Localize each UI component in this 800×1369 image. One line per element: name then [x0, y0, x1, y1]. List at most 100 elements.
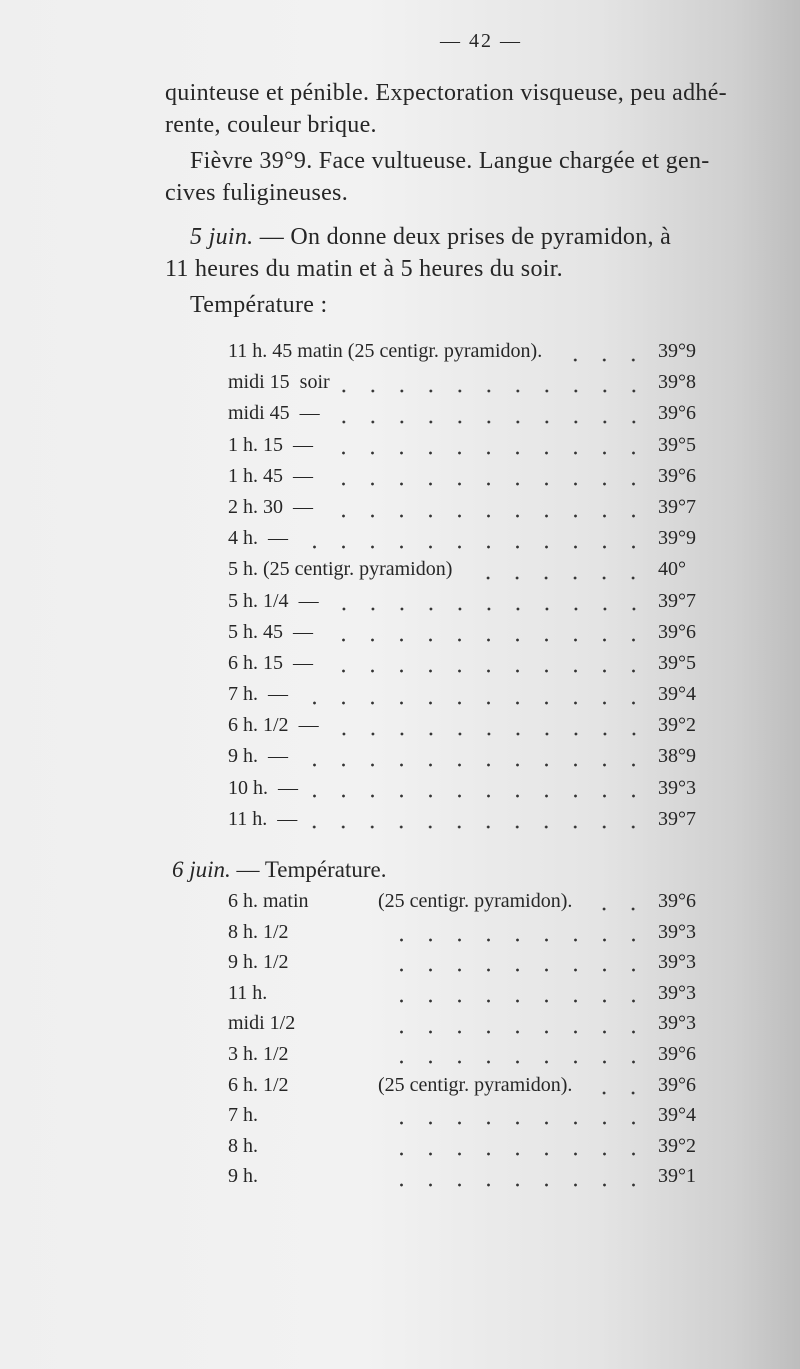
table-row: midi 15 soir 39°8 — [228, 371, 710, 402]
time-cell: 10 h. — [228, 776, 268, 799]
time-cell: 8 h. — [228, 1134, 258, 1157]
table-row: 9 h. 1/2 39°3 — [228, 951, 710, 982]
temperature-value: 39°3 — [658, 776, 696, 799]
time-cell: 9 h. — [228, 745, 258, 768]
dot-leader — [329, 419, 648, 424]
note-cell: — — [293, 495, 313, 518]
temperature-value: 39°5 — [658, 433, 696, 456]
note-cell: — — [268, 527, 288, 550]
table-row: 10 h. — 39°3 — [228, 777, 710, 808]
time-cell: 6 h. 1/2 — [228, 714, 289, 737]
note-cell: — — [293, 620, 313, 643]
note-cell: — — [277, 807, 298, 830]
temperature-table-5-juin: 11 h. 45 matin (25 centigr. pyramidon). 3… — [228, 340, 710, 839]
time-cell: 7 h. — [228, 1104, 258, 1127]
note-cell: soir — [299, 371, 330, 394]
time-cell: midi 15 — [228, 371, 290, 394]
dot-leader — [582, 907, 648, 912]
time-cell: 7 h. — [228, 683, 258, 706]
dot-leader — [307, 825, 648, 830]
temperature-value: 39°6 — [658, 890, 696, 912]
time-cell: 3 h. 1/2 — [228, 1042, 289, 1065]
dot-leader — [328, 607, 648, 612]
dot-leader — [388, 937, 648, 942]
table-row: 6 h. 1/2 — 39°2 — [228, 714, 710, 745]
note-cell: — — [293, 464, 313, 487]
time-cell: 8 h. 1/2 — [228, 920, 289, 943]
temperature-value: 39°9 — [658, 527, 696, 550]
table-row: 4 h. — 39°9 — [228, 527, 710, 558]
temperature-value: 39°3 — [658, 951, 696, 974]
text-line: Fièvre 39°9. Face vultueuse. Langue char… — [190, 148, 710, 174]
note-cell: — — [298, 714, 319, 737]
temperature-value: 40° — [658, 558, 686, 581]
dot-leader — [388, 999, 648, 1004]
dot-leader — [323, 451, 648, 456]
date-label: 5 juin. — [190, 224, 254, 250]
text-line: Température : — [190, 292, 328, 318]
dot-leader — [388, 1152, 648, 1157]
temperature-value: 39°3 — [658, 920, 696, 943]
time-cell: 6 h. matin — [228, 890, 309, 912]
temperature-value: 39°7 — [658, 589, 696, 612]
table-row: 7 h. 39°4 — [228, 1104, 710, 1135]
note-cell: — — [293, 651, 313, 674]
dot-leader — [562, 357, 648, 362]
temperature-value: 39°3 — [658, 981, 696, 1004]
temperature-value: 39°5 — [658, 651, 696, 674]
time-cell: 4 h. — [228, 527, 258, 550]
temperature-value: 39°6 — [658, 1042, 696, 1065]
dot-leader — [339, 388, 648, 393]
dot-leader — [388, 968, 648, 973]
note-cell: (25 centigr. pyramidon). — [378, 890, 573, 912]
dot-leader — [323, 482, 648, 487]
table-row: 2 h. 30 — 39°7 — [228, 496, 710, 527]
time-cell: 1 h. 15 — [228, 433, 283, 456]
time-cell: 6 h. 1/2 — [228, 1073, 289, 1096]
dot-leader — [323, 638, 648, 643]
note-cell: (25 centigr. pyramidon). — [378, 1073, 573, 1096]
temperature-value: 39°8 — [658, 371, 696, 394]
table-row: 11 h. 45 matin (25 centigr. pyramidon). 3… — [228, 340, 710, 371]
table-row: 5 h. 1/4 — 39°7 — [228, 590, 710, 621]
dot-leader — [323, 513, 648, 518]
temperature-value: 39°1 — [658, 1165, 696, 1188]
table-row: 11 h. 39°3 — [228, 982, 710, 1013]
dot-leader — [298, 763, 648, 768]
table-row: 5 h. (25 centigr. pyramidon) 40° — [228, 558, 710, 589]
table-row: 1 h. 45 — 39°6 — [228, 465, 710, 496]
time-cell: 11 h. 45 matin (25 centigr. pyramidon). — [228, 340, 543, 362]
time-cell: 9 h. — [228, 1165, 258, 1188]
note-cell: — — [299, 402, 320, 425]
dot-leader — [582, 1090, 648, 1095]
table-row: 8 h. 39°2 — [228, 1135, 710, 1166]
temperature-value: 39°6 — [658, 402, 696, 425]
time-cell: 9 h. 1/2 — [228, 951, 289, 974]
table-row: 7 h. — 39°4 — [228, 683, 710, 714]
dot-leader — [298, 544, 648, 549]
dot-leader — [328, 731, 648, 736]
note-cell: — — [268, 683, 288, 706]
table-row: 9 h. — 38°9 — [228, 745, 710, 776]
table-row: 1 h. 15 — 39°5 — [228, 434, 710, 465]
temperature-value: 39°4 — [658, 1104, 696, 1127]
time-cell: 5 h. 45 — [228, 620, 283, 643]
table-row: 5 h. 45 — 39°6 — [228, 621, 710, 652]
note-cell: — — [298, 589, 319, 612]
temperature-value: 39°6 — [658, 464, 696, 487]
temperature-value: 39°6 — [658, 1073, 696, 1096]
time-cell: 6 h. 15 — [228, 651, 283, 674]
table-row: midi 1/2 39°3 — [228, 1012, 710, 1043]
time-cell: midi 1/2 — [228, 1012, 296, 1035]
dot-leader — [323, 669, 648, 674]
time-cell: 11 h. — [228, 981, 268, 1004]
table-row: 6 h. matin (25 centigr. pyramidon). 39°6 — [228, 890, 710, 921]
dot-leader — [388, 1060, 648, 1065]
temperature-value: 39°9 — [658, 340, 696, 362]
time-cell: 5 h. (25 centigr. pyramidon) — [228, 558, 453, 581]
text-line: 5 juin. — On donne deux prises de pyrami… — [190, 224, 671, 251]
table-row: 11 h. — 39°7 — [228, 808, 710, 839]
text-line: 11 heures du matin et à 5 heures du soir… — [165, 256, 563, 282]
table-row: 8 h. 1/2 39°3 — [228, 921, 710, 952]
temperature-value: 38°9 — [658, 745, 696, 768]
